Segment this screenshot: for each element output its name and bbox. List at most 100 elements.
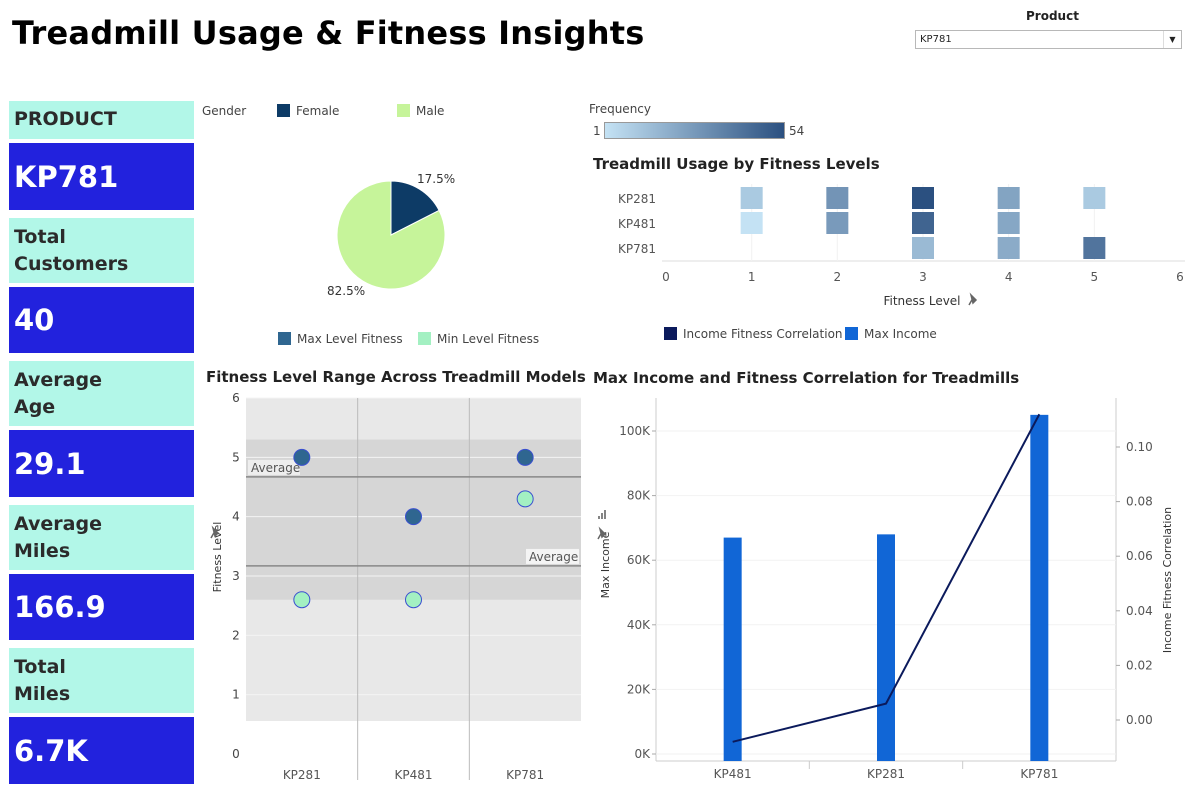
heatmap-x-tick: 1 <box>748 270 756 284</box>
pin-icon <box>210 525 220 539</box>
y-tick-label: 2 <box>232 628 240 642</box>
y-tick-label: 3 <box>232 569 240 583</box>
kpi-total-miles-label: Total Miles <box>9 648 194 713</box>
x-tick-label: KP281 <box>283 768 321 782</box>
min-level-point <box>293 591 311 609</box>
heatmap-x-tick: 4 <box>1005 270 1013 284</box>
y2-tick-label: 0.04 <box>1126 604 1153 618</box>
legend-item-min-level[interactable]: Min Level Fitness <box>418 332 539 346</box>
average-label-bg <box>526 548 579 564</box>
frequency-legend-title: Frequency <box>589 102 651 116</box>
y2-tick-label: 0.02 <box>1126 658 1153 672</box>
pin-icon <box>968 292 978 306</box>
average-label-bg <box>248 459 300 475</box>
y-tick-label: 80K <box>627 489 651 503</box>
heatmap-cell <box>1083 237 1106 259</box>
income-correlation-chart[interactable]: 0K 20K 40K 60K 80K 100K 0.00 0.02 0.04 0.06 0.08 0.… <box>590 390 1187 790</box>
pie-label-male: 82.5% <box>327 284 365 298</box>
heatmap-cell <box>740 187 763 209</box>
max-income-bar <box>723 537 742 761</box>
sort-icon <box>598 510 606 519</box>
max-level-point <box>293 448 311 466</box>
heatmap-cell <box>826 187 849 209</box>
kpi-product-label: PRODUCT <box>9 101 194 139</box>
max-level-swatch <box>278 332 291 345</box>
x-tick-label: KP481 <box>714 767 752 781</box>
kpi-average-miles-label: Average Miles <box>9 505 194 570</box>
y-axis-label: Fitness Level <box>211 522 224 593</box>
y-tick-label: 0K <box>634 747 651 761</box>
kpi-average-miles-value: 166.9 <box>9 574 194 640</box>
product-filter-select[interactable]: KP781 ▼ <box>915 30 1182 49</box>
frequency-gradient-bar <box>604 122 785 139</box>
legend-item-correlation[interactable]: Income Fitness Correlation <box>664 327 843 341</box>
y-tick-label: 100K <box>619 424 651 438</box>
heatmap-cell <box>997 187 1020 209</box>
y-tick-label: 20K <box>627 682 651 696</box>
kpi-total-customers-label: Total Customers <box>9 218 194 283</box>
range-chart-title: Fitness Level Range Across Treadmill Mod… <box>206 368 586 386</box>
income-chart-title: Max Income and Fitness Correlation for T… <box>593 369 1020 387</box>
y2-tick-label: 0.10 <box>1126 440 1153 454</box>
fitness-range-chart[interactable]: 0 1 2 3 4 5 6 Average Average KP281 KP481 KP781 Fitn… <box>200 390 590 790</box>
y-tick-label: 60K <box>627 553 651 567</box>
x-tick-label: KP481 <box>394 768 432 782</box>
pie-slice-male <box>336 180 446 290</box>
y-axis-label: Max Income <box>599 531 612 598</box>
heatmap-x-tick: 6 <box>1176 270 1184 284</box>
kpi-total-customers-value: 40 <box>9 287 194 353</box>
x-tick-label: KP281 <box>867 767 905 781</box>
heatmap-x-tick: 0 <box>662 270 670 284</box>
max-income-swatch <box>845 327 858 340</box>
y2-tick-label: 0.06 <box>1126 549 1153 563</box>
max-level-point <box>516 448 534 466</box>
y-tick-label: 5 <box>232 450 240 464</box>
y-tick-label: 0 <box>232 747 240 761</box>
x-tick-label: KP781 <box>1020 767 1058 781</box>
max-income-bar <box>1030 414 1049 761</box>
heatmap-cell <box>740 212 763 234</box>
heatmap-cell <box>826 212 849 234</box>
y2-tick-label: 0.08 <box>1126 495 1153 509</box>
female-swatch <box>277 104 290 117</box>
heatmap-x-tick: 5 <box>1091 270 1099 284</box>
pie-slice-female <box>390 180 440 236</box>
kpi-total-miles-value: 6.7K <box>9 717 194 784</box>
heatmap-x-label: Fitness Level <box>883 294 960 308</box>
legend-item-max-income[interactable]: Max Income <box>845 327 937 341</box>
page-title: Treadmill Usage & Fitness Insights <box>12 14 645 52</box>
y2-axis-label: Income Fitness Correlation <box>1161 507 1174 653</box>
min-level-swatch <box>418 332 431 345</box>
gender-legend-title: Gender <box>202 104 247 118</box>
heatmap-cell <box>912 212 934 234</box>
heatmap-row-label: KP481 <box>618 217 656 231</box>
legend-item-female[interactable]: Female <box>277 104 339 118</box>
frequency-legend-max: 54 <box>789 124 805 138</box>
y-tick-label: 40K <box>627 618 651 632</box>
max-income-bar <box>877 534 895 761</box>
min-level-point <box>516 490 534 508</box>
product-filter-value: KP781 <box>920 34 952 45</box>
y2-tick-label: 0.00 <box>1126 713 1153 727</box>
average-label: Average <box>251 461 300 475</box>
chevron-down-icon[interactable]: ▼ <box>1163 31 1181 48</box>
y-tick-label: 1 <box>232 688 240 702</box>
correlation-swatch <box>664 327 677 340</box>
heatmap-cell <box>1083 187 1106 209</box>
max-level-point <box>405 508 422 526</box>
heatmap-cell <box>997 237 1020 259</box>
pie-label-female: 17.5% <box>417 172 455 186</box>
y-tick-label: 4 <box>232 510 240 524</box>
pin-icon <box>597 526 607 540</box>
legend-item-max-level[interactable]: Max Level Fitness <box>278 332 403 346</box>
gender-pie-chart: 17.5% 82.5% <box>327 172 455 298</box>
heatmap-title: Treadmill Usage by Fitness Levels <box>593 155 880 173</box>
product-filter-label: Product <box>1026 9 1079 23</box>
heatmap-chart[interactable]: KP281 KP481 KP781 0 1 2 3 4 5 6 Fitness Level <box>600 180 1187 315</box>
legend-item-male[interactable]: Male <box>397 104 444 118</box>
heatmap-row-label: KP281 <box>618 192 656 206</box>
heatmap-x-tick: 2 <box>834 270 842 284</box>
heatmap-row-label: KP781 <box>618 242 656 256</box>
heatmap-cell <box>912 237 934 259</box>
kpi-average-age-label: Average Age <box>9 361 194 426</box>
